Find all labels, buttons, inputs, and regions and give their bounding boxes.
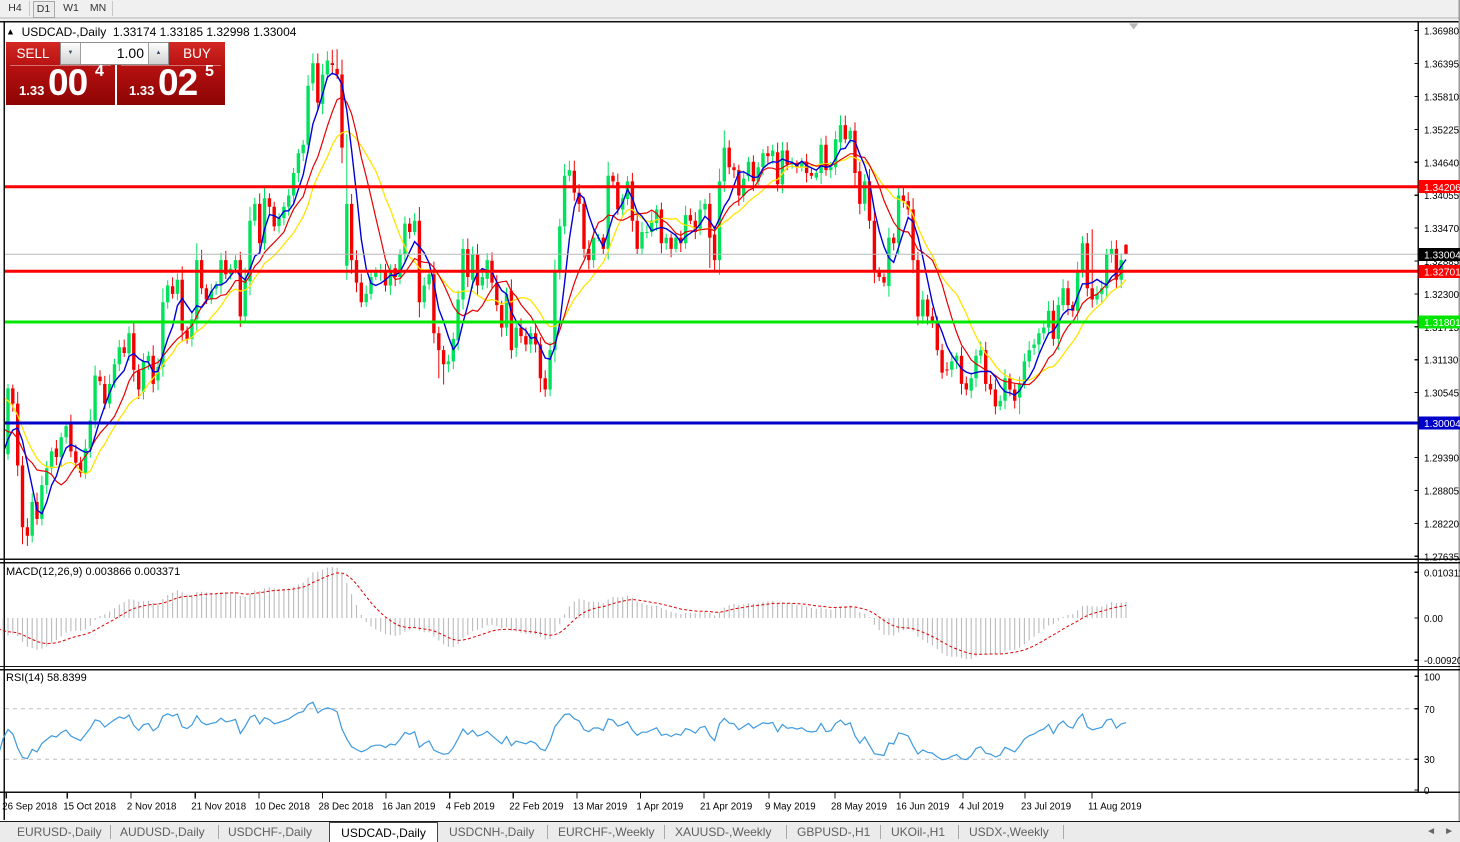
svg-text:-0.009203: -0.009203: [1424, 656, 1460, 667]
svg-text:30: 30: [1424, 755, 1435, 766]
svg-text:0.010311: 0.010311: [1424, 568, 1460, 579]
svg-text:1.29390: 1.29390: [1424, 454, 1460, 465]
svg-text:1.27635: 1.27635: [1424, 552, 1459, 563]
svg-text:0: 0: [1424, 786, 1430, 797]
svg-text:1.35810: 1.35810: [1424, 93, 1460, 104]
svg-text:16 Jan 2019: 16 Jan 2019: [382, 802, 435, 813]
svg-text:10 Dec 2018: 10 Dec 2018: [255, 802, 310, 813]
svg-text:1 Apr 2019: 1 Apr 2019: [636, 802, 683, 813]
svg-text:1.32701: 1.32701: [1424, 268, 1460, 279]
svg-text:1.33470: 1.33470: [1424, 224, 1460, 235]
svg-text:100: 100: [1424, 672, 1441, 683]
svg-text:1.35225: 1.35225: [1424, 125, 1459, 136]
svg-text:1.34206: 1.34206: [1424, 183, 1460, 194]
svg-text:1.36980: 1.36980: [1424, 27, 1460, 38]
svg-text:11 Aug 2019: 11 Aug 2019: [1088, 802, 1142, 813]
svg-text:1.31130: 1.31130: [1424, 356, 1459, 367]
svg-text:26 Sep 2018: 26 Sep 2018: [2, 802, 57, 813]
svg-text:70: 70: [1424, 705, 1435, 716]
svg-text:1.36395: 1.36395: [1424, 60, 1459, 71]
svg-text:23 Jul 2019: 23 Jul 2019: [1021, 802, 1071, 813]
svg-text:1.34055: 1.34055: [1424, 191, 1459, 202]
svg-text:2 Nov 2018: 2 Nov 2018: [127, 802, 177, 813]
svg-text:21 Nov 2018: 21 Nov 2018: [191, 802, 246, 813]
svg-text:13 Mar 2019: 13 Mar 2019: [573, 802, 627, 813]
svg-text:28 May 2019: 28 May 2019: [831, 802, 887, 813]
svg-text:1.34640: 1.34640: [1424, 158, 1460, 169]
svg-text:1.28805: 1.28805: [1424, 487, 1459, 498]
svg-text:1.30545: 1.30545: [1424, 389, 1459, 400]
svg-text:9 May 2019: 9 May 2019: [765, 802, 816, 813]
svg-text:0.00: 0.00: [1424, 614, 1443, 625]
svg-text:4 Jul 2019: 4 Jul 2019: [959, 802, 1004, 813]
svg-text:1.32300: 1.32300: [1424, 290, 1460, 301]
svg-text:1.30004: 1.30004: [1424, 419, 1460, 430]
svg-text:16 Jun 2019: 16 Jun 2019: [896, 802, 949, 813]
svg-text:1.28220: 1.28220: [1424, 519, 1460, 530]
svg-text:4 Feb 2019: 4 Feb 2019: [446, 802, 495, 813]
svg-text:1.33004: 1.33004: [1424, 251, 1460, 262]
svg-text:28 Dec 2018: 28 Dec 2018: [319, 802, 374, 813]
svg-text:1.32885: 1.32885: [1424, 257, 1459, 268]
svg-text:22 Feb 2019: 22 Feb 2019: [509, 802, 563, 813]
svg-text:21 Apr 2019: 21 Apr 2019: [700, 802, 752, 813]
svg-text:15 Oct 2018: 15 Oct 2018: [63, 802, 116, 813]
svg-text:1.31801: 1.31801: [1424, 318, 1460, 329]
